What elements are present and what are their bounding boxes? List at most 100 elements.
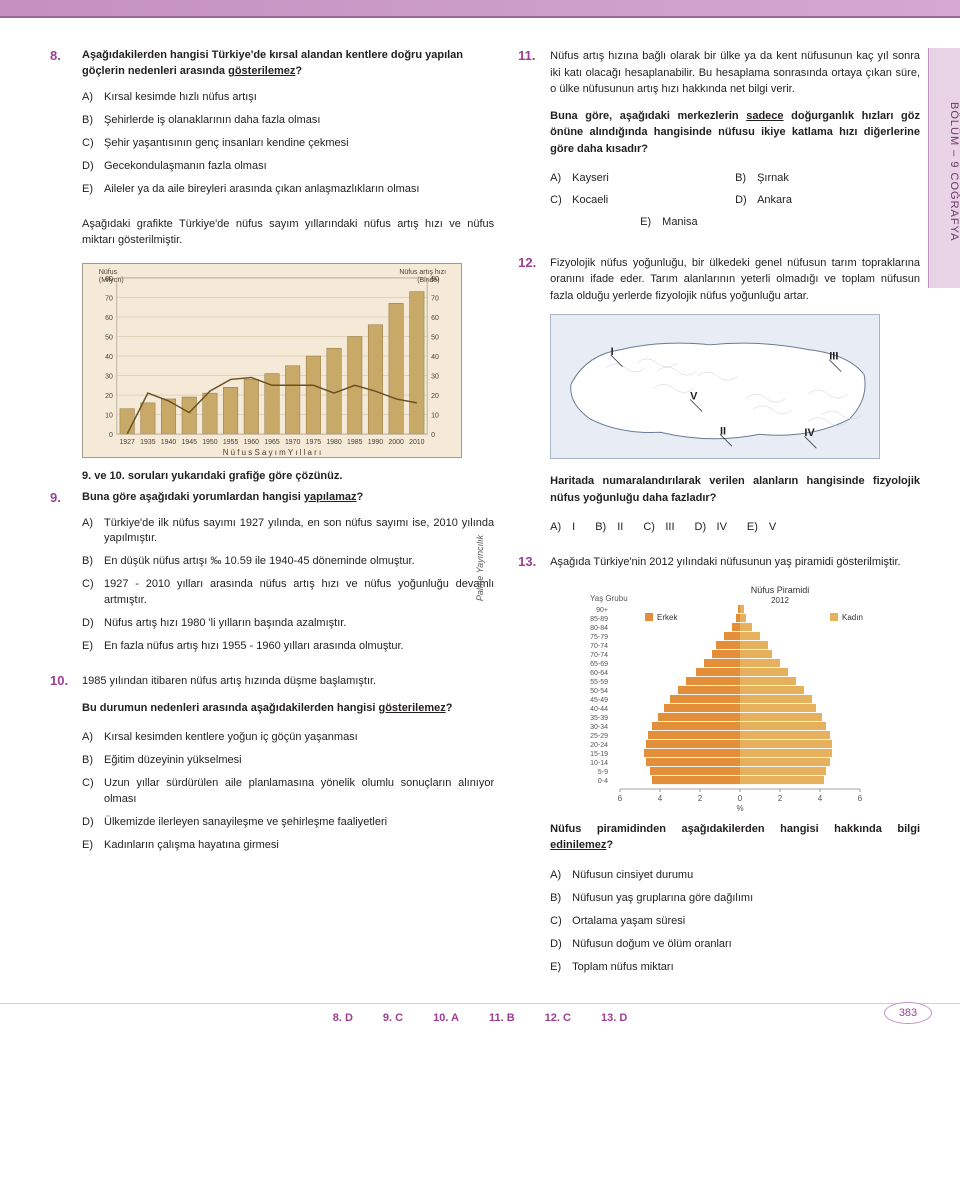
option[interactable]: C)Uzun yıllar sürdürülen aile planlaması…: [82, 776, 494, 808]
option-letter: D): [735, 193, 751, 209]
q13-stem-u: edinilemez: [550, 839, 606, 851]
option-letter: C): [550, 914, 566, 930]
svg-text:IV: IV: [805, 428, 816, 440]
option[interactable]: A)I: [550, 520, 575, 536]
option[interactable]: B)Şehirlerde iş olanaklarının daha fazla…: [82, 113, 494, 129]
svg-text:Erkek: Erkek: [657, 613, 678, 622]
svg-text:60-64: 60-64: [590, 670, 608, 677]
svg-text:35-39: 35-39: [590, 715, 608, 722]
option[interactable]: A)Kırsal kesimde hızlı nüfus artışı: [82, 90, 494, 106]
svg-text:1985: 1985: [347, 439, 363, 446]
q13-number: 13.: [518, 554, 540, 569]
option-letter: D): [550, 937, 566, 953]
population-pyramid-svg: Nüfus Piramidi2012ErkekKadın90+85-8980-8…: [550, 581, 890, 811]
answer-key-item: 10. A: [433, 1012, 459, 1024]
option-letter: E): [82, 182, 98, 198]
option[interactable]: D) Nüfusun doğum ve ölüm oranları: [550, 937, 920, 953]
question-11: 11. Nüfus artış hızına bağlı olarak bir …: [518, 48, 920, 237]
svg-text:40: 40: [431, 354, 439, 361]
question-13: 13. Aşağıda Türkiye'nin 2012 yılındaki n…: [518, 554, 920, 975]
option-letter: C): [82, 776, 98, 808]
option[interactable]: D)IV: [695, 520, 727, 536]
chart-intro: Aşağıdaki grafikte Türkiye'de nüfus sayı…: [50, 216, 494, 249]
option[interactable]: B)II: [595, 520, 623, 536]
option[interactable]: E)Manisa: [550, 215, 920, 231]
option-text: Nüfus artış hızı 1980 'li yılların başın…: [104, 616, 346, 632]
option-text: Türkiye'de ilk nüfus sayımı 1927 yılında…: [104, 516, 494, 548]
option-text: V: [769, 520, 776, 536]
svg-text:Nüfus Piramidi: Nüfus Piramidi: [751, 585, 810, 595]
option-text: Nüfusun doğum ve ölüm oranları: [572, 937, 732, 953]
option[interactable]: D) Nüfus artış hızı 1980 'li yılların baş…: [82, 616, 494, 632]
option-text: IV: [717, 520, 727, 536]
option-letter: D): [82, 815, 98, 831]
q9-stem-u: yapılamaz: [304, 491, 357, 503]
q12-intro: Fizyolojik nüfus yoğunluğu, bir ülkedeki…: [550, 255, 920, 305]
svg-text:80-84: 80-84: [590, 625, 608, 632]
svg-text:1980: 1980: [326, 439, 342, 446]
q8-options: A)Kırsal kesimde hızlı nüfus artışı B)Şeh…: [50, 90, 494, 198]
option-text: Şırnak: [757, 171, 789, 187]
svg-text:Yaş Grubu: Yaş Grubu: [590, 594, 628, 603]
page-container: 8. Aşağıdakilerden hangisi Türkiye'de kı…: [0, 18, 960, 1003]
option[interactable]: C)Şehir yaşantısının genç insanları kend…: [82, 136, 494, 152]
population-pyramid: Nüfus Piramidi2012ErkekKadın90+85-8980-8…: [550, 581, 890, 811]
answer-key-item: 11. B: [489, 1012, 515, 1024]
q10-stem-post: ?: [446, 702, 453, 714]
option-letter: B): [82, 753, 98, 769]
svg-text:25-29: 25-29: [590, 733, 608, 740]
q10-stem: Bu durumun nedenleri arasında aşağıdakil…: [50, 700, 494, 717]
option[interactable]: C)Kocaeli: [550, 193, 735, 209]
option-text: Kırsal kesimden kentlere yoğun iç göçün …: [104, 730, 358, 746]
svg-text:1960: 1960: [244, 439, 260, 446]
q8-stem-post: ?: [295, 65, 302, 77]
option[interactable]: D)Gecekondulaşmanın fazla olması: [82, 159, 494, 175]
population-chart-svg: 0010102020303040405050606070708080Nüfus(…: [83, 264, 461, 458]
option[interactable]: B) Şırnak: [735, 171, 920, 187]
svg-text:1990: 1990: [368, 439, 384, 446]
svg-text:20-24: 20-24: [590, 742, 608, 749]
option-text: II: [617, 520, 623, 536]
option[interactable]: C)1927 - 2010 yılları arasında nüfus art…: [82, 577, 494, 609]
option-letter: D): [82, 616, 98, 632]
answer-bar: 8. D9. C10. A11. B12. C13. D: [0, 1003, 960, 1030]
answer-key-item: 9. C: [383, 1012, 403, 1024]
option[interactable]: B)Eğitim düzeyinin yükselmesi: [82, 753, 494, 769]
option[interactable]: E)Toplam nüfus miktarı: [550, 960, 920, 976]
svg-text:50: 50: [105, 334, 113, 341]
q10-stem-u: gösterilemez: [378, 702, 445, 714]
option-letter: A): [82, 516, 98, 548]
right-column: BÖLÜM – 9 COĞRAFYA 11. Nüfus artış hızın…: [518, 48, 920, 993]
option[interactable]: A)Kırsal kesimden kentlere yoğun iç göçü…: [82, 730, 494, 746]
q9-number: 9.: [50, 490, 72, 505]
option[interactable]: A)Kayseri: [550, 171, 735, 187]
option-text: Ankara: [757, 193, 792, 209]
option[interactable]: B)Nüfusun yaş gruplarına göre dağılımı: [550, 891, 920, 907]
svg-text:2012: 2012: [771, 596, 789, 605]
option[interactable]: C)III: [643, 520, 674, 536]
q13-intro: Aşağıda Türkiye'nin 2012 yılındaki nüfus…: [550, 554, 900, 571]
option-letter: B): [735, 171, 751, 187]
option[interactable]: E)En fazla nüfus artış hızı 1955 - 1960 …: [82, 639, 494, 655]
q10-stem-pre: Bu durumun nedenleri arasında aşağıdakil…: [82, 702, 378, 714]
option[interactable]: E)Aileler ya da aile bireyleri arasında …: [82, 182, 494, 198]
option-letter: E): [550, 960, 566, 976]
svg-text:10: 10: [105, 412, 113, 419]
option[interactable]: A)Nüfusun cinsiyet durumu: [550, 868, 920, 884]
svg-text:%: %: [737, 804, 744, 811]
svg-text:10: 10: [431, 412, 439, 419]
option[interactable]: B)En düşük nüfus artışı ‰ 10.59 ile 1940…: [82, 554, 494, 570]
svg-text:2: 2: [698, 794, 703, 803]
option[interactable]: D)Ülkemizde ilerleyen sanayileşme ve şeh…: [82, 815, 494, 831]
q9-options: A)Türkiye'de ilk nüfus sayımı 1927 yılın…: [50, 516, 494, 656]
option[interactable]: E)V: [747, 520, 776, 536]
option[interactable]: E)Kadınların çalışma hayatına girmesi: [82, 838, 494, 854]
svg-text:1950: 1950: [202, 439, 218, 446]
svg-text:1970: 1970: [285, 439, 301, 446]
svg-text:40: 40: [105, 354, 113, 361]
option[interactable]: D) Ankara: [735, 193, 920, 209]
svg-text:1945: 1945: [181, 439, 197, 446]
option[interactable]: C)Ortalama yaşam süresi: [550, 914, 920, 930]
option[interactable]: A)Türkiye'de ilk nüfus sayımı 1927 yılın…: [82, 516, 494, 548]
svg-text:70: 70: [431, 295, 439, 302]
